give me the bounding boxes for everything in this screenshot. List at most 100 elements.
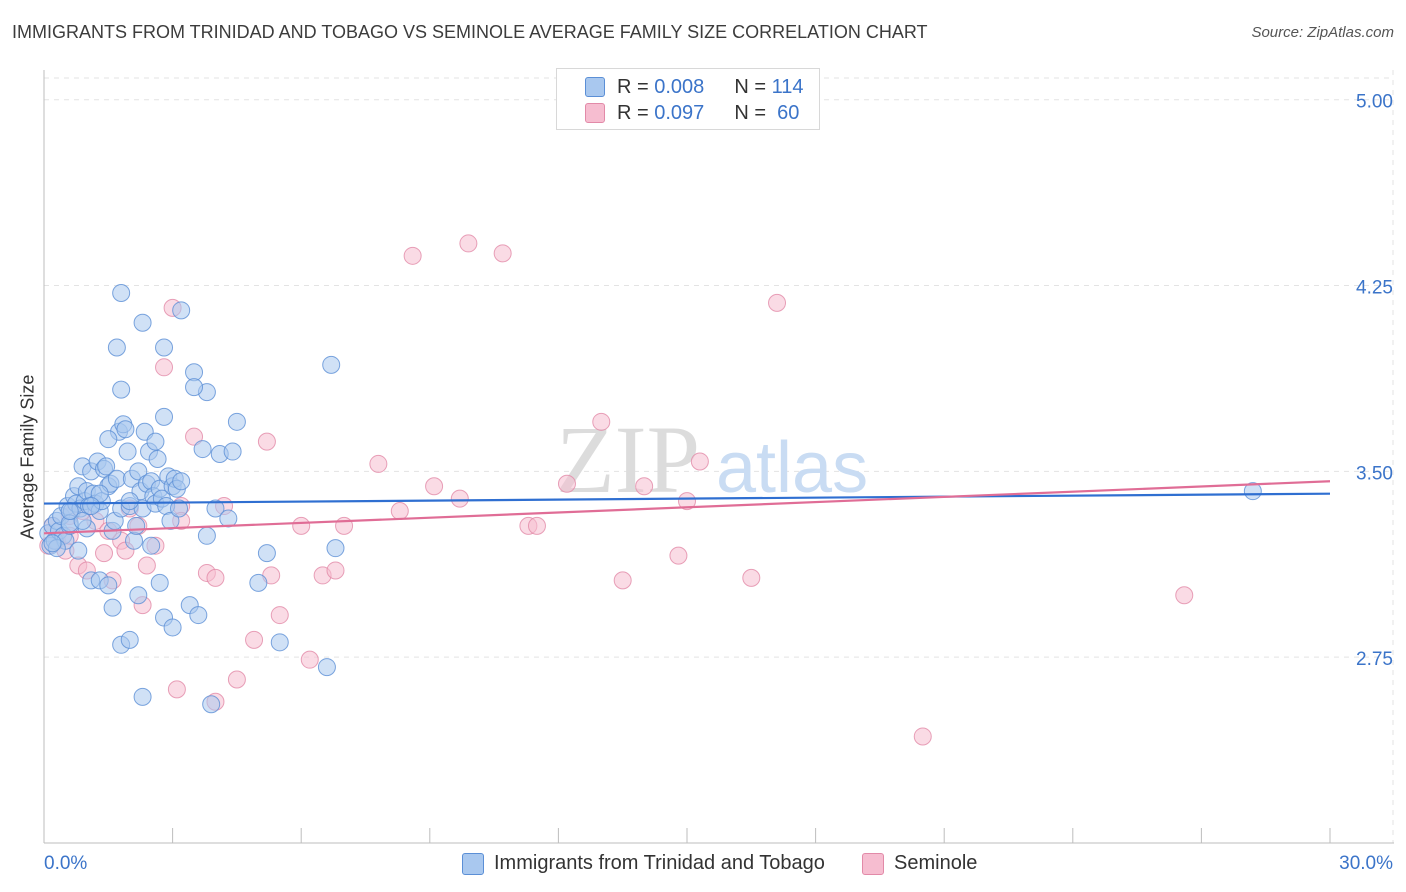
- data-point-blue: [163, 618, 182, 637]
- data-point-pink: [493, 244, 512, 263]
- legend-row-blue: R = 0.008 N = 114: [585, 74, 803, 100]
- bottom-legend-blue: Immigrants from Trinidad and Tobago: [462, 852, 825, 875]
- data-point-blue: [1243, 482, 1262, 501]
- data-point-blue: [129, 462, 148, 481]
- data-point-blue: [99, 430, 118, 449]
- data-point-pink: [227, 670, 246, 689]
- trend-lines: [43, 480, 1331, 535]
- legend-r-value-pink: 0.097: [654, 101, 705, 124]
- data-point-blue: [125, 531, 144, 550]
- data-point-pink: [245, 630, 264, 649]
- data-point-pink: [270, 606, 289, 625]
- data-point-blue: [249, 573, 268, 592]
- data-point-blue: [317, 658, 336, 677]
- data-point-blue: [193, 440, 212, 459]
- data-point-blue: [133, 687, 152, 706]
- data-point-blue: [43, 534, 62, 553]
- data-point-blue: [103, 598, 122, 617]
- data-point-blue: [148, 449, 167, 468]
- watermark-atlas: atlas: [716, 428, 868, 508]
- data-point-blue: [189, 606, 208, 625]
- data-point-blue: [197, 526, 216, 545]
- bottom-legend-pink: Seminole: [862, 852, 977, 875]
- data-point-pink: [155, 358, 174, 377]
- data-point-blue: [107, 338, 126, 357]
- data-point-pink: [678, 492, 696, 511]
- bottom-legend-label-blue: Immigrants from Trinidad and Tobago: [494, 852, 825, 874]
- watermark-zip: ZIP: [556, 406, 700, 513]
- y-tick-label: 4.25: [1356, 278, 1393, 299]
- data-point-pink: [592, 412, 611, 431]
- data-point-blue: [69, 541, 88, 560]
- data-point-blue: [97, 457, 116, 476]
- data-point-pink: [257, 432, 276, 451]
- data-point-pink: [390, 502, 409, 521]
- data-point-blue: [120, 630, 139, 649]
- legend-row-pink: R = 0.097 N = 60: [585, 100, 799, 126]
- data-points: [39, 234, 1262, 746]
- data-point-pink: [527, 516, 546, 535]
- data-point-pink: [206, 568, 225, 587]
- x-tick-label-min: 0.0%: [44, 853, 87, 874]
- trend-line-pink: [43, 480, 1331, 535]
- data-point-blue: [206, 499, 225, 518]
- data-point-blue: [99, 576, 118, 595]
- data-point-blue: [127, 516, 146, 535]
- data-point-pink: [292, 516, 311, 535]
- data-point-blue: [270, 633, 289, 652]
- data-point-blue: [146, 432, 165, 451]
- data-point-blue: [155, 338, 174, 357]
- data-point-blue: [107, 469, 126, 488]
- data-point-blue: [112, 283, 131, 302]
- data-point-blue: [129, 586, 148, 605]
- data-point-blue: [73, 511, 92, 530]
- source-credit: Source: ZipAtlas.com: [1251, 24, 1394, 41]
- legend-n-value-blue: 114: [771, 75, 804, 98]
- data-point-pink: [326, 561, 345, 580]
- y-tick-label: 5.00: [1356, 92, 1393, 113]
- data-point-pink: [300, 650, 319, 669]
- data-point-blue: [185, 378, 204, 397]
- legend-r-value-blue: 0.008: [654, 75, 705, 98]
- data-point-blue: [116, 420, 135, 439]
- data-point-pink: [95, 544, 114, 563]
- legend-n-label: N =: [734, 75, 766, 98]
- data-point-blue: [257, 544, 276, 563]
- correlation-legend: R = 0.008 N = 114 R = 0.097 N = 60: [556, 68, 820, 130]
- data-point-blue: [142, 536, 161, 555]
- data-point-pink: [913, 727, 932, 746]
- data-point-pink: [1175, 586, 1194, 605]
- data-point-pink: [768, 293, 787, 312]
- legend-n-label: N =: [734, 101, 766, 124]
- data-point-pink: [167, 680, 186, 699]
- legend-r-label: R =: [617, 101, 649, 124]
- data-point-pink: [450, 489, 469, 508]
- legend-swatch-blue: [585, 77, 605, 97]
- data-point-pink: [669, 546, 688, 565]
- tick-labels: 5.00 4.25 3.50 2.75 0.0% 30.0%: [44, 92, 1393, 874]
- data-point-pink: [425, 477, 444, 496]
- data-point-pink: [185, 427, 204, 446]
- data-point-blue: [219, 509, 238, 528]
- data-point-pink: [369, 454, 388, 473]
- data-point-blue: [322, 355, 341, 374]
- y-tick-label: 3.50: [1356, 463, 1393, 484]
- data-point-blue: [170, 499, 189, 518]
- data-point-blue: [112, 380, 131, 399]
- bottom-legend-swatch-blue: [462, 852, 484, 875]
- y-axis-label: Average Family Size: [17, 374, 38, 540]
- data-point-blue: [118, 442, 137, 461]
- data-point-blue: [120, 492, 139, 511]
- legend-swatch-pink: [585, 103, 605, 123]
- data-point-blue: [82, 497, 101, 516]
- data-point-blue: [227, 412, 246, 431]
- data-point-blue: [150, 573, 169, 592]
- data-point-pink: [690, 452, 709, 471]
- data-point-blue: [172, 472, 191, 491]
- x-tick-label-max: 30.0%: [1339, 853, 1393, 874]
- data-point-pink: [403, 246, 422, 265]
- data-point-blue: [161, 511, 180, 530]
- data-point-blue: [172, 301, 191, 320]
- legend-r-label: R =: [617, 75, 649, 98]
- data-point-pink: [557, 474, 576, 493]
